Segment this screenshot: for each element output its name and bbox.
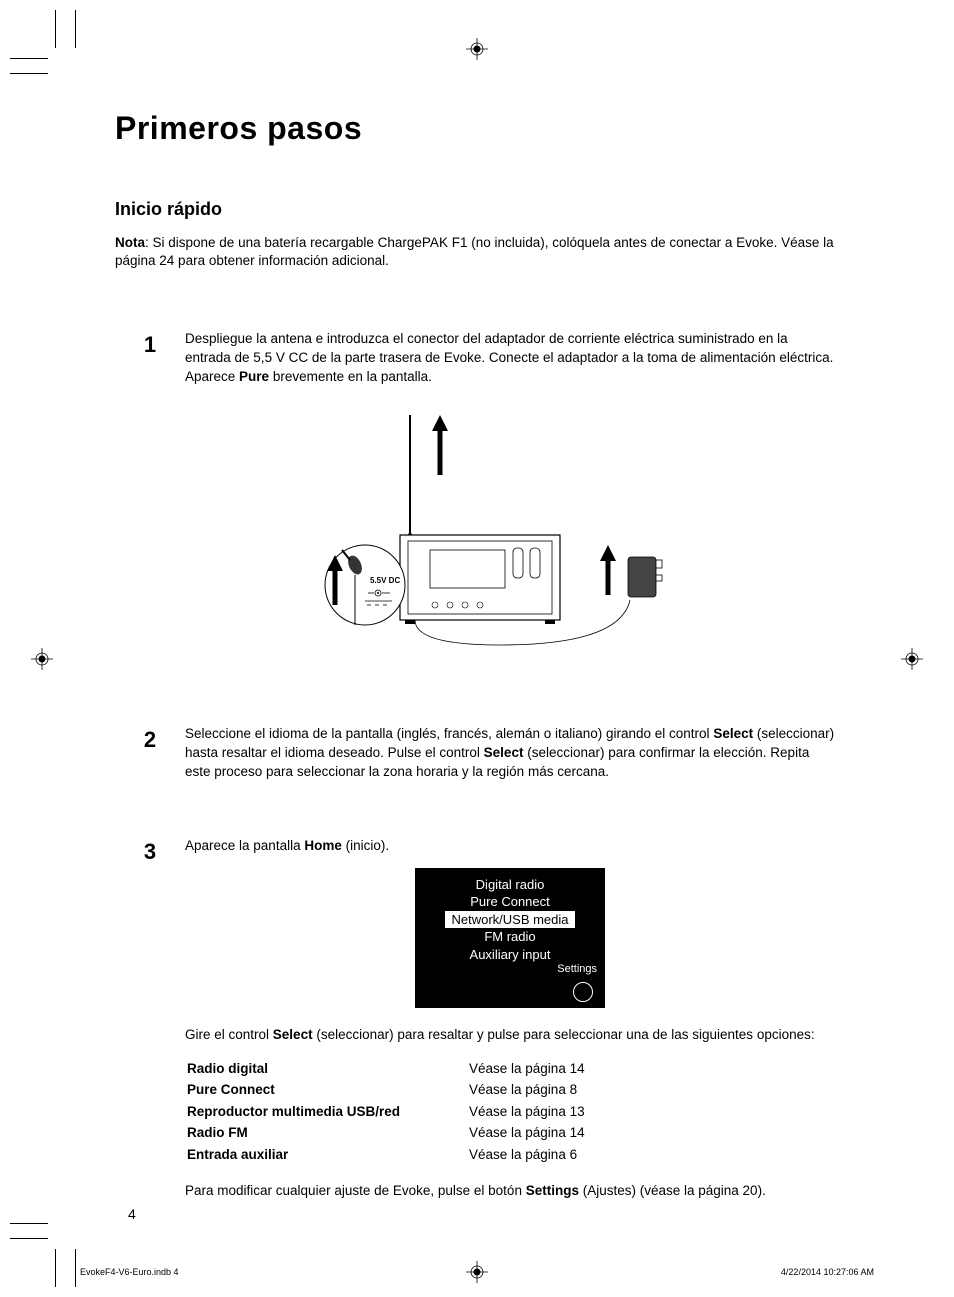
option-name: Radio FM (187, 1123, 467, 1143)
option-ref: Véase la página 6 (469, 1145, 833, 1165)
option-name: Pure Connect (187, 1080, 467, 1100)
step-2: 2 Seleccione el idioma de la pantalla (i… (115, 725, 835, 782)
step-2-text: Seleccione el idioma de la pantalla (ing… (185, 725, 835, 782)
section-heading: Inicio rápido (115, 199, 835, 220)
print-footer-file: EvokeF4-V6-Euro.indb 4 (80, 1267, 179, 1277)
crop-mark (10, 73, 48, 74)
menu-item: FM radio (421, 928, 599, 946)
option-ref: Véase la página 13 (469, 1102, 833, 1122)
dc-label: 5.5V DC (370, 576, 400, 585)
registration-mark-icon (31, 648, 53, 670)
option-name: Radio digital (187, 1059, 467, 1079)
option-ref: Véase la página 14 (469, 1123, 833, 1143)
option-name: Entrada auxiliar (187, 1145, 467, 1165)
table-row: Reproductor multimedia USB/red Véase la … (187, 1102, 833, 1122)
step-1: 1 Despliegue la antena e introduzca el c… (115, 330, 835, 695)
crop-mark (55, 1249, 56, 1287)
settings-footer-text: Para modificar cualquier ajuste de Evoke… (185, 1182, 835, 1201)
step-3: 3 Aparece la pantalla Home (inicio). Dig… (115, 837, 835, 1201)
table-row: Radio FM Véase la página 14 (187, 1123, 833, 1143)
page-number: 4 (128, 1206, 136, 1222)
registration-mark-icon (466, 1261, 488, 1283)
note-body: : Si dispone de una batería recargable C… (115, 235, 834, 268)
option-name: Reproductor multimedia USB/red (187, 1102, 467, 1122)
menu-item: Auxiliary input (421, 946, 599, 964)
page-title: Primeros pasos (115, 110, 835, 147)
step-number: 3 (115, 837, 185, 1201)
dial-icon (573, 982, 593, 1002)
registration-mark-icon (901, 648, 923, 670)
menu-item: Pure Connect (421, 893, 599, 911)
table-row: Radio digital Véase la página 14 (187, 1059, 833, 1079)
table-row: Entrada auxiliar Véase la página 6 (187, 1145, 833, 1165)
option-ref: Véase la página 14 (469, 1059, 833, 1079)
step-1-text: Despliegue la antena e introduzca el con… (185, 330, 835, 387)
crop-mark (75, 1249, 76, 1287)
crop-mark (10, 1238, 48, 1239)
step-3-after: Gire el control Select (seleccionar) par… (185, 1026, 835, 1045)
note-label: Nota (115, 235, 145, 250)
crop-mark (75, 10, 76, 48)
step-number: 2 (115, 725, 185, 782)
menu-item: Digital radio (421, 876, 599, 894)
print-footer-timestamp: 4/22/2014 10:27:06 AM (781, 1267, 874, 1277)
options-table: Radio digital Véase la página 14 Pure Co… (185, 1057, 835, 1167)
menu-item-selected: Network/USB media (445, 911, 574, 929)
step-3-intro: Aparece la pantalla Home (inicio). (185, 837, 835, 856)
table-row: Pure Connect Véase la página 8 (187, 1080, 833, 1100)
crop-mark (10, 1223, 48, 1224)
option-ref: Véase la página 8 (469, 1080, 833, 1100)
registration-mark-icon (466, 38, 488, 60)
home-screen-illustration: Digital radio Pure Connect Network/USB m… (415, 868, 605, 1008)
crop-mark (10, 58, 48, 59)
settings-label: Settings (557, 962, 597, 977)
crop-mark (55, 10, 56, 48)
device-diagram: 5.5V DC (300, 405, 720, 655)
note-text: Nota: Si dispone de una batería recargab… (115, 234, 835, 270)
step-number: 1 (115, 330, 185, 695)
